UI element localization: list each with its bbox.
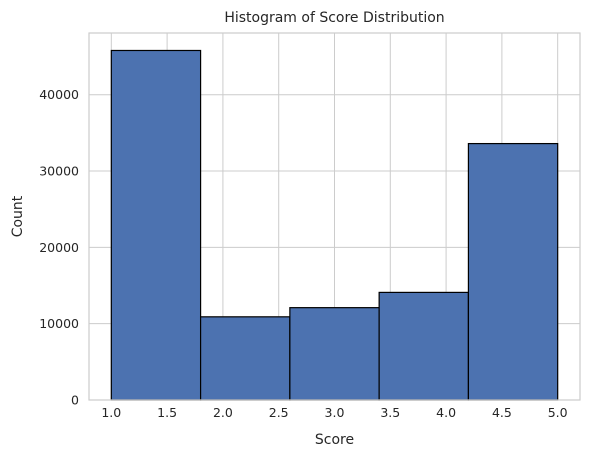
y-tick-label: 10000 bbox=[39, 316, 79, 331]
histogram-bar-2 bbox=[199, 316, 291, 401]
chart-title: Histogram of Score Distribution bbox=[224, 10, 444, 26]
bars bbox=[110, 49, 559, 401]
histogram-bar-4 bbox=[378, 291, 470, 401]
x-tick-label: 5.0 bbox=[548, 405, 568, 420]
y-tick-label: 30000 bbox=[39, 164, 79, 179]
y-tick-label: 20000 bbox=[39, 240, 79, 255]
y-tick-labels: 0 10000 20000 30000 40000 bbox=[39, 87, 79, 407]
x-tick-label: 2.5 bbox=[269, 405, 289, 420]
x-tick-label: 3.0 bbox=[325, 405, 345, 420]
x-tick-label: 2.0 bbox=[213, 405, 233, 420]
y-tick-label: 40000 bbox=[39, 87, 79, 102]
x-tick-label: 4.0 bbox=[436, 405, 456, 420]
histogram-bar-5 bbox=[467, 142, 559, 401]
histogram-bar-1 bbox=[110, 49, 202, 401]
histogram-bar-3 bbox=[289, 307, 380, 401]
x-axis-label: Score bbox=[315, 432, 354, 448]
x-tick-labels: 1.0 1.5 2.0 2.5 3.0 3.5 4.0 4.5 5.0 bbox=[101, 405, 567, 420]
x-tick-label: 1.5 bbox=[157, 405, 177, 420]
y-tick-label: 0 bbox=[71, 393, 79, 408]
x-tick-label: 1.0 bbox=[101, 405, 121, 420]
x-tick-label: 4.5 bbox=[492, 405, 512, 420]
x-tick-label: 3.5 bbox=[380, 405, 400, 420]
y-axis-label: Count bbox=[10, 195, 26, 237]
plot-frame bbox=[88, 32, 581, 401]
